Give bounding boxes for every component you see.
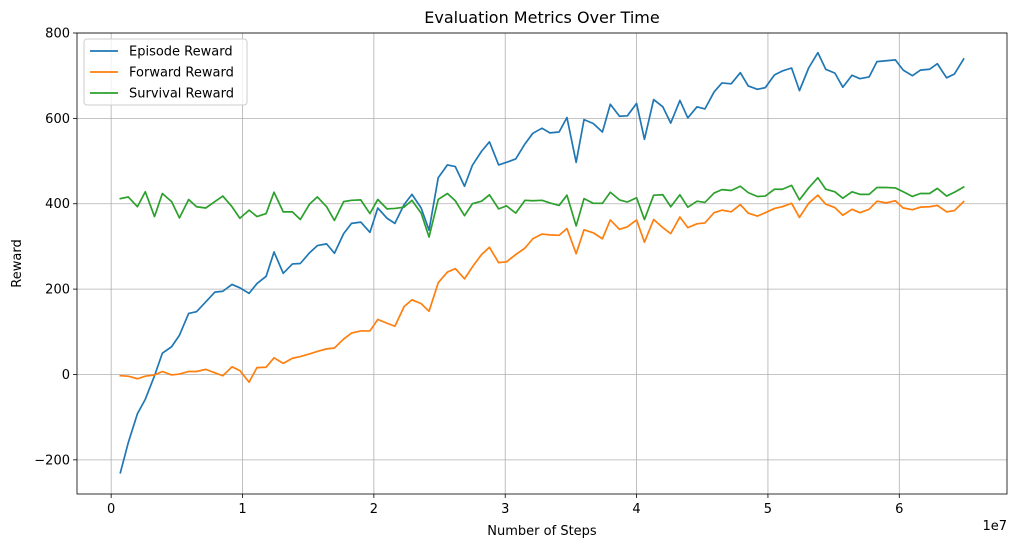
legend-entry-forward-reward: Forward Reward — [90, 66, 234, 81]
x-axis-offset-label: 1e7 — [982, 519, 1007, 534]
y-axis-label: Reward — [10, 239, 25, 287]
legend-entry-survival-reward: Survival Reward — [90, 87, 234, 102]
x-tick-label: 2 — [370, 502, 378, 517]
x-tick-label: 5 — [764, 502, 772, 517]
chart-title: Evaluation Metrics Over Time — [424, 8, 659, 27]
series-line-episode-reward — [119, 51, 965, 474]
series-line-forward-reward — [119, 194, 965, 384]
x-tick-label: 3 — [501, 502, 509, 517]
y-tick-label: 400 — [45, 197, 70, 212]
y-tick-label: 0 — [62, 368, 70, 383]
y-tick-label: 600 — [45, 112, 70, 127]
x-tick-label: 0 — [107, 502, 115, 517]
legend-box — [83, 38, 248, 106]
grid — [77, 32, 1007, 494]
x-tick-label: 6 — [895, 502, 903, 517]
legend-label: Episode Reward — [129, 45, 233, 60]
y-tick-label: 200 — [45, 283, 70, 298]
series-line-survival-reward — [119, 176, 965, 238]
x-tick-label: 1 — [238, 502, 246, 517]
legend-entry-episode-reward: Episode Reward — [90, 45, 233, 60]
ticks: 0 1 2 3 4 5 6 −200 0 200 400 600 800 — [34, 27, 903, 518]
y-tick-label: −200 — [34, 453, 70, 468]
y-tick-label: 800 — [45, 27, 70, 42]
legend: Episode Reward Forward Reward Survival Rew… — [83, 38, 248, 106]
plot-area-frame — [76, 32, 1008, 495]
legend-label: Forward Reward — [129, 66, 234, 81]
legend-label: Survival Reward — [129, 87, 234, 102]
x-tick-label: 4 — [632, 502, 640, 517]
series-layer — [119, 51, 965, 474]
x-axis-label: Number of Steps — [487, 524, 597, 539]
